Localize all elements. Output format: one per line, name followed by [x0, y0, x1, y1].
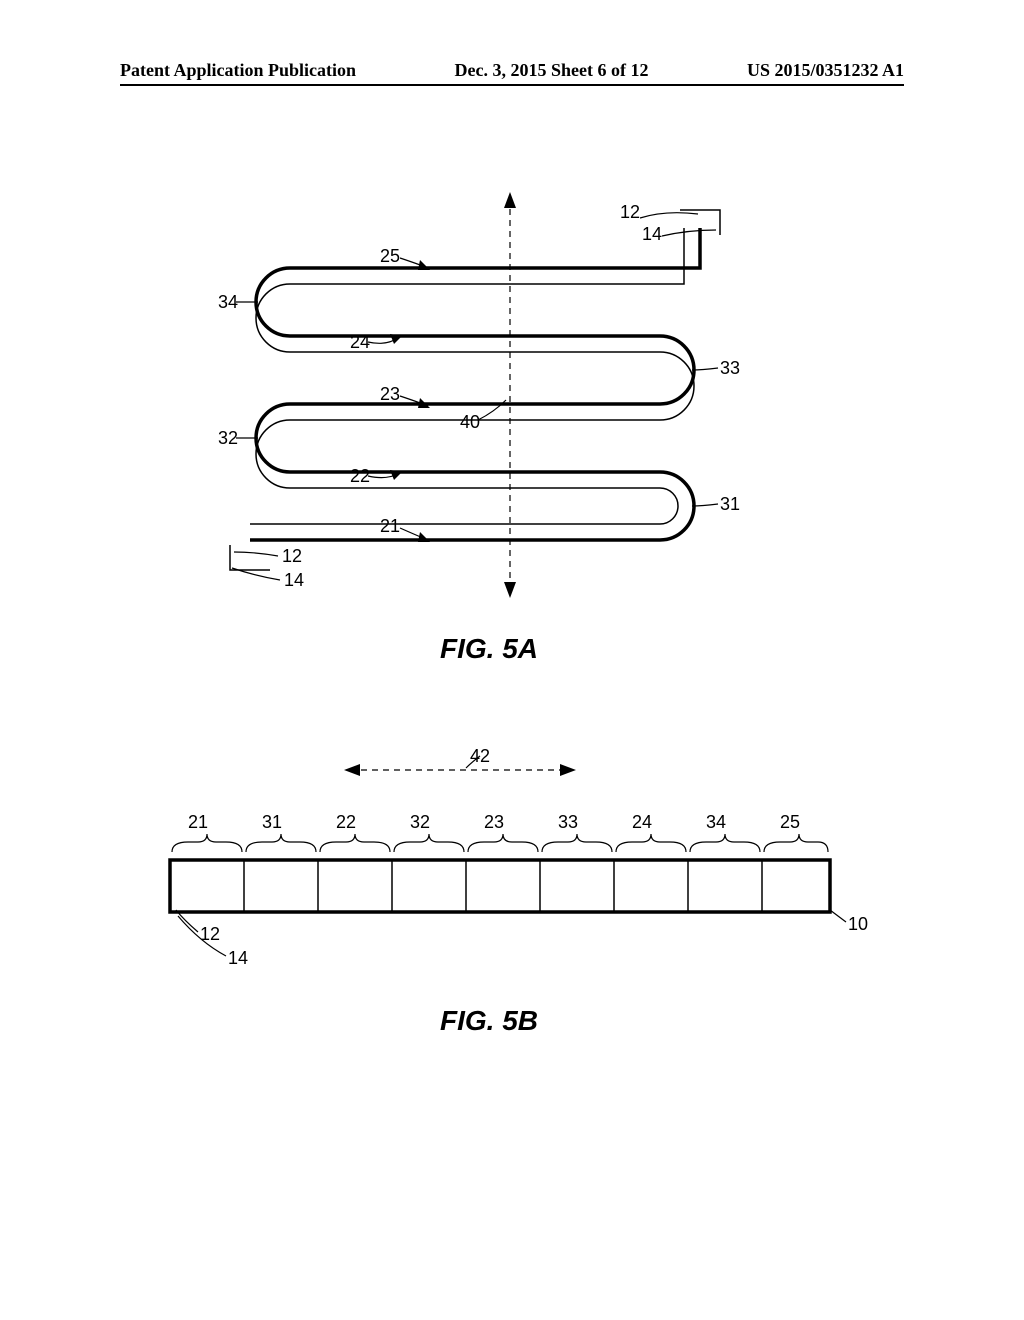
figA-ref-23: 23: [380, 384, 400, 404]
lead-12b: [234, 552, 278, 556]
figB-ref-14: 14: [228, 948, 248, 968]
figA-ref-21: 21: [380, 516, 400, 536]
header-right: US 2015/0351232 A1: [747, 60, 904, 81]
lead-33: [692, 368, 718, 370]
figA-ref-25: 25: [380, 246, 400, 266]
figB-ref-34: 34: [706, 812, 726, 832]
figB-ref-32: 32: [410, 812, 430, 832]
figA-ref-34: 34: [218, 292, 238, 312]
figA-ref-40: 40: [460, 412, 480, 432]
figure-area: 12 14 12 14 21 22 23 24 25 31 32 33 34 4…: [0, 180, 1024, 1260]
figB-braces: 21 31 22 32 23 33 24 34 25: [172, 812, 828, 852]
arrow-up-icon: [504, 192, 516, 208]
lead-12a: [640, 213, 698, 218]
figA-ref-31: 31: [720, 494, 740, 514]
page-header: Patent Application Publication Dec. 3, 2…: [0, 60, 1024, 81]
figA-ref-33: 33: [720, 358, 740, 378]
figA-ref-12b: 12: [282, 546, 302, 566]
figB-ref-24: 24: [632, 812, 652, 832]
figB-ref-25: 25: [780, 812, 800, 832]
header-underline: [120, 84, 904, 86]
arrow-left-icon: [344, 764, 360, 776]
figB-ref-10: 10: [848, 914, 868, 934]
figA-serpentine-inner: [250, 228, 694, 524]
figB-bar: [170, 860, 830, 912]
figB-ref-22: 22: [336, 812, 356, 832]
figB-ref-21: 21: [188, 812, 208, 832]
lead-B10: [830, 910, 846, 922]
figB-ref-33: 33: [558, 812, 578, 832]
figA-ref-32: 32: [218, 428, 238, 448]
figA-corner-bl: [230, 545, 270, 570]
lead-14a: [662, 230, 716, 236]
figA-ref-14a: 14: [642, 224, 662, 244]
arrowhead-21: [418, 532, 430, 542]
header-center: Dec. 3, 2015 Sheet 6 of 12: [455, 60, 649, 81]
header-left: Patent Application Publication: [120, 60, 356, 81]
arrowhead-25: [418, 260, 430, 270]
figures-svg: 12 14 12 14 21 22 23 24 25 31 32 33 34 4…: [0, 180, 1024, 1260]
figB-label: FIG. 5B: [440, 1005, 538, 1036]
arrow-right-icon: [560, 764, 576, 776]
figA-ref-12a: 12: [620, 202, 640, 222]
figA-serpentine: [250, 228, 700, 540]
figB-ref-42: 42: [470, 746, 490, 766]
figB-ref-31: 31: [262, 812, 282, 832]
figA-ref-24: 24: [350, 332, 370, 352]
figA-label: FIG. 5A: [440, 633, 538, 664]
lead-31: [692, 504, 718, 506]
figB-bar-outline: [170, 860, 830, 912]
figB-ref-23: 23: [484, 812, 504, 832]
arrow-down-icon: [504, 582, 516, 598]
figA-ref-14b: 14: [284, 570, 304, 590]
figA-ref-22: 22: [350, 466, 370, 486]
